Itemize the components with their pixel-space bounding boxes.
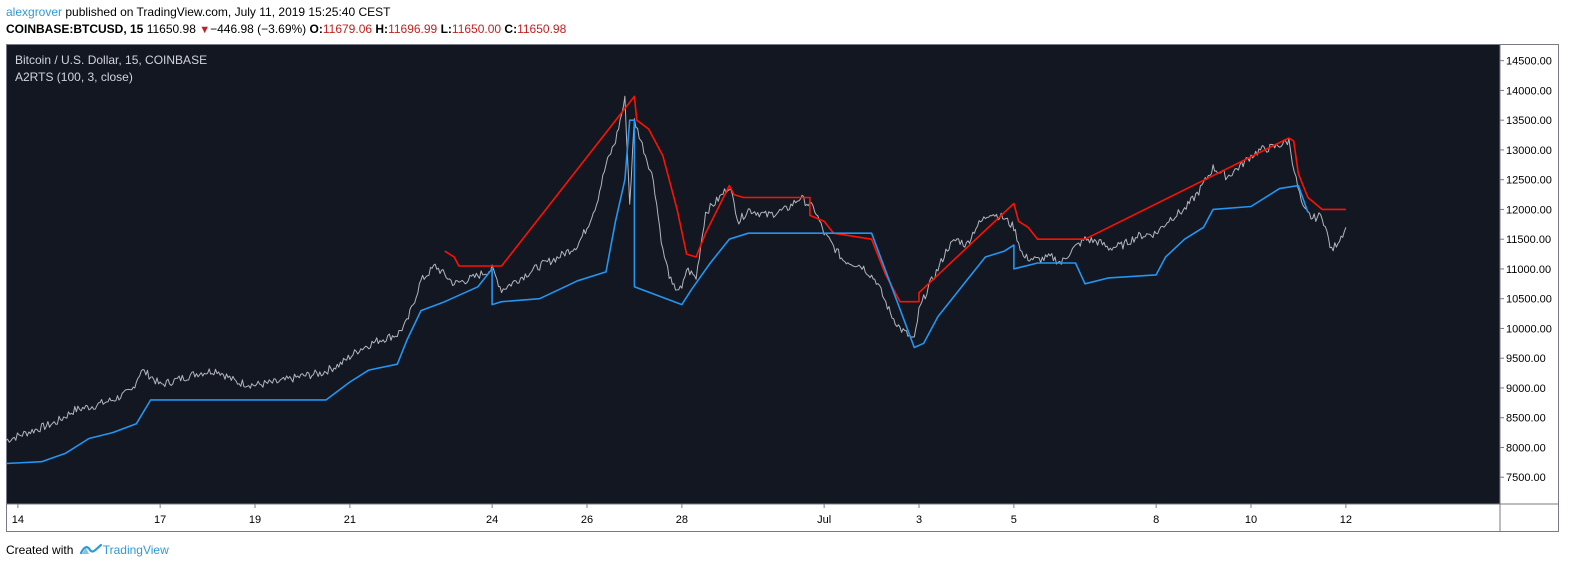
high-value: 11696.99: [388, 22, 438, 36]
price-change: −446.98 (−3.69%): [210, 22, 307, 36]
low-label: L:: [440, 22, 452, 36]
y-tick-label: 14500.00: [1506, 56, 1552, 68]
y-tick-label: 9500.00: [1506, 353, 1546, 365]
publish-info: published on TradingView.com, July 11, 2…: [65, 5, 391, 19]
x-tick-label: 26: [581, 514, 593, 526]
high-label: H:: [375, 22, 389, 36]
y-tick-label: 13000.00: [1506, 145, 1552, 157]
down-triangle-icon: ▼: [199, 24, 211, 36]
symbol-label: COINBASE:BTCUSD, 15: [6, 22, 144, 36]
x-tick-label: 21: [344, 514, 356, 526]
tradingview-link[interactable]: TradingView: [102, 543, 169, 558]
x-tick-label: 28: [676, 514, 688, 526]
price-axis[interactable]: [1500, 44, 1559, 504]
y-tick-label: 11000.00: [1506, 264, 1551, 276]
x-tick-label: Jul: [817, 514, 831, 526]
open-value: 11679.06: [322, 22, 373, 36]
footer: Created with TradingView: [6, 543, 169, 559]
y-tick-label: 9000.00: [1506, 383, 1546, 395]
author-link[interactable]: alexgrover: [6, 5, 63, 19]
ohlc-line: COINBASE:BTCUSD, 15 11650.98 ▼−446.98 (−…: [6, 22, 566, 38]
lower-series-line: [6, 119, 1309, 465]
price-chart[interactable]: 7500.00 8000.00 8500.00 9000.00 9500.00 10000…: [6, 44, 1559, 532]
close-label: C:: [504, 22, 518, 36]
y-tick-label: 10500.00: [1506, 294, 1552, 306]
last-price: 11650.98: [146, 22, 196, 36]
indicator-label: A2RTS (100, 3, close): [15, 70, 133, 84]
y-tick-label: 12500.00: [1506, 175, 1552, 187]
x-tick-label: 12: [1340, 514, 1352, 526]
x-tick-label: 10: [1245, 514, 1257, 526]
x-tick-label: 19: [249, 514, 261, 526]
x-tick-label: 5: [1011, 514, 1017, 526]
publish-line: alexgrover published on TradingView.com,…: [6, 5, 390, 20]
chart-title: Bitcoin / U.S. Dollar, 15, COINBASE: [15, 53, 207, 67]
upper-series-line: [444, 95, 1346, 303]
y-tick-label: 11500.00: [1506, 234, 1551, 246]
created-with-label: Created with: [6, 543, 74, 558]
y-tick-label: 13500.00: [1506, 115, 1552, 127]
chart-frame: [6, 44, 1559, 532]
y-tick-label: 7500.00: [1506, 472, 1546, 484]
y-tick-label: 12000.00: [1506, 204, 1552, 216]
tradingview-logo-icon: [79, 543, 102, 559]
low-value: 11650.00: [451, 22, 502, 36]
close-value: 11650.98: [517, 22, 567, 36]
x-tick-label: 14: [12, 514, 24, 526]
plot-area[interactable]: [6, 44, 1500, 504]
y-tick-label: 14000.00: [1506, 85, 1552, 97]
y-tick-label: 8500.00: [1506, 413, 1546, 425]
y-tick-label: 8000.00: [1506, 442, 1546, 454]
x-tick-label: 17: [154, 514, 166, 526]
x-tick-label: 3: [916, 514, 922, 526]
time-axis[interactable]: [6, 504, 1500, 532]
y-tick-label: 10000.00: [1506, 323, 1552, 335]
x-tick-label: 8: [1153, 514, 1159, 526]
price-series-line: [6, 95, 1347, 443]
open-label: O:: [309, 22, 323, 36]
x-tick-label: 24: [486, 514, 498, 526]
